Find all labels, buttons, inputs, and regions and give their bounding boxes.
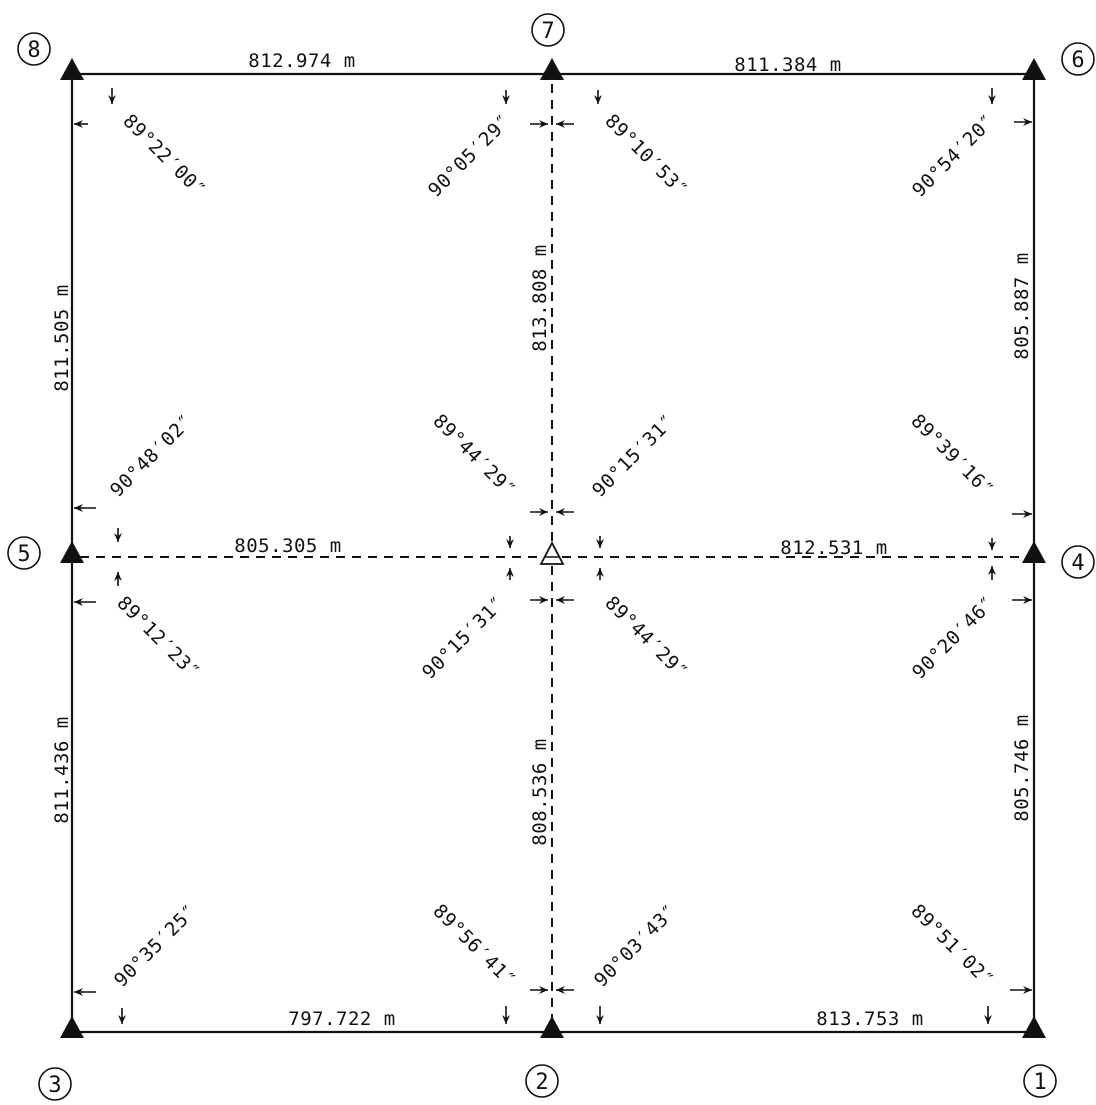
angle-label-7-left: 90°05′29″	[424, 110, 516, 202]
distance-label-6-4: 805.887 m	[1011, 252, 1033, 359]
station-marker-5	[60, 541, 84, 563]
distance-label-7-6: 811.384 m	[734, 54, 841, 76]
svg-text:4: 4	[1071, 551, 1084, 576]
angle-label-4-bottom: 90°20′46″	[908, 592, 1000, 684]
station-marker-1	[1022, 1016, 1046, 1038]
svg-text:7: 7	[541, 19, 554, 44]
angle-label-4-top: 89°39′16″	[906, 410, 998, 502]
distance-label-7-center: 813.808 m	[529, 244, 551, 351]
station-label-8: 8	[17, 32, 51, 66]
station-label-6: 6	[1061, 42, 1095, 76]
station-label-1: 1	[1023, 1064, 1057, 1098]
station-label-7: 7	[531, 13, 565, 47]
angle-label-5-top: 90°48′02″	[106, 410, 198, 502]
angle-label-center-bottom-right: 89°44′29″	[600, 592, 692, 684]
station-marker-4	[1022, 541, 1046, 563]
distance-label-2-1: 813.753 m	[816, 1008, 923, 1030]
station-marker-8	[60, 58, 84, 80]
angle-arrows	[74, 88, 1032, 1024]
angle-label-6: 90°54′20″	[908, 110, 1000, 202]
angle-label-8: 89°22′00″	[118, 110, 210, 202]
angle-label-5-bottom: 89°12′23″	[112, 592, 204, 684]
angle-label-3: 90°35′25″	[110, 900, 202, 992]
distance-label-3-2: 797.722 m	[288, 1008, 395, 1030]
angle-label-center-top-left: 89°44′29″	[428, 410, 520, 502]
distance-label-center-4: 812.531 m	[780, 537, 887, 559]
svg-text:5: 5	[17, 542, 30, 567]
distance-label-8-5: 811.505 m	[51, 284, 73, 391]
svg-text:6: 6	[1071, 48, 1084, 73]
station-label-2: 2	[525, 1064, 559, 1098]
angle-label-2-left: 89°56′41″	[428, 900, 520, 992]
svg-text:2: 2	[535, 1070, 548, 1095]
station-marker-2	[540, 1016, 564, 1038]
station-label-5: 5	[7, 536, 41, 570]
station-label-3: 3	[38, 1067, 72, 1101]
station-marker-3	[60, 1016, 84, 1038]
distance-label-8-7: 812.974 m	[248, 50, 355, 72]
station-marker-center	[539, 541, 565, 565]
angle-label-1: 89°51′02″	[906, 900, 998, 992]
angle-label-2-right: 90°03′43″	[590, 900, 682, 992]
svg-text:8: 8	[27, 38, 40, 63]
angle-label-center-bottom-left: 90°15′31″	[418, 592, 510, 684]
angle-label-7-right: 89°10′53″	[600, 110, 692, 202]
station-marker-7	[540, 58, 564, 80]
angle-label-center-top-right: 90°15′31″	[588, 410, 680, 502]
svg-text:3: 3	[48, 1073, 61, 1098]
svg-text:1: 1	[1033, 1070, 1046, 1095]
distance-label-4-1: 805.746 m	[1011, 714, 1033, 821]
station-marker-6	[1022, 58, 1046, 80]
station-label-4: 4	[1061, 545, 1095, 579]
distance-label-5-3: 811.436 m	[51, 716, 73, 823]
distance-label-5-center: 805.305 m	[234, 535, 341, 557]
distance-label-center-2: 808.536 m	[529, 738, 551, 845]
